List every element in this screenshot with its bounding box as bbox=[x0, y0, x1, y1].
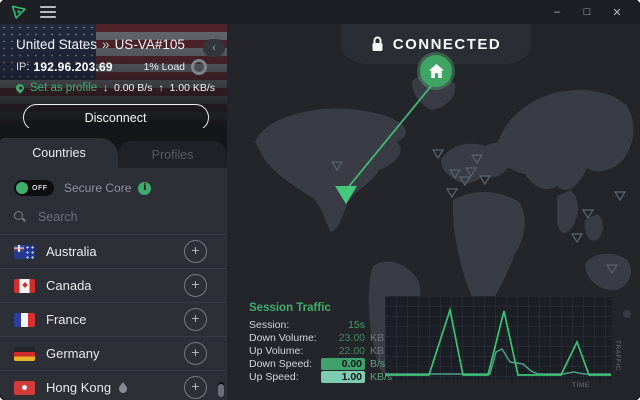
up-speed-line bbox=[385, 348, 611, 375]
sidebar: ‹ United States » US-VA#105 IP: 192.96.2… bbox=[0, 24, 227, 400]
server-load: 1% Load bbox=[143, 61, 185, 73]
down-speed-row: Down Speed: 0.00 B/s bbox=[249, 357, 386, 370]
country-row-germany[interactable]: Germany + bbox=[0, 336, 227, 370]
up-arrow-icon: ↑ bbox=[158, 82, 164, 94]
australia-flag-icon bbox=[14, 244, 35, 259]
server-location-marker bbox=[613, 191, 627, 202]
minimize-button[interactable]: – bbox=[553, 6, 561, 18]
toggle-state-label: OFF bbox=[32, 184, 48, 192]
expand-country-button[interactable]: + bbox=[184, 376, 207, 399]
country-row-australia[interactable]: Australia + bbox=[0, 234, 227, 268]
server-location-marker bbox=[570, 233, 584, 244]
server-location-marker bbox=[605, 264, 619, 275]
scrollbar-track[interactable] bbox=[218, 382, 224, 397]
expand-country-button[interactable]: + bbox=[184, 342, 207, 365]
protonvpn-logo bbox=[11, 5, 26, 19]
home-location-button[interactable] bbox=[420, 55, 452, 87]
status-text: CONNECTED bbox=[392, 35, 502, 53]
france-flag-icon bbox=[14, 312, 35, 327]
server-location-marker bbox=[448, 169, 462, 180]
map-pin-icon bbox=[14, 82, 26, 94]
connected-location-marker bbox=[335, 186, 357, 204]
scrollbar-thumb[interactable] bbox=[218, 384, 224, 397]
info-icon[interactable]: i bbox=[138, 181, 152, 195]
expand-country-button[interactable]: + bbox=[184, 274, 207, 297]
connected-server-title: United States » US-VA#105 bbox=[16, 37, 215, 52]
down-arrow-icon: ↓ bbox=[102, 82, 108, 94]
up-speed-badge: 1.00 bbox=[321, 370, 365, 383]
toggle-knob bbox=[16, 182, 28, 194]
window-controls: – □ ✕ bbox=[542, 1, 632, 23]
search-icon bbox=[14, 210, 27, 224]
up-speed-row: Up Speed: 1.00 KB/s bbox=[249, 370, 393, 383]
server-location-marker bbox=[478, 175, 492, 186]
server-location-marker bbox=[470, 154, 484, 165]
traffic-graph bbox=[385, 296, 612, 380]
lock-icon bbox=[372, 36, 383, 51]
ip-label: IP: bbox=[16, 61, 30, 73]
session-duration: 15s bbox=[348, 318, 365, 331]
server-name: US-VA#105 bbox=[114, 37, 185, 52]
secure-core-label: Secure Core bbox=[64, 181, 132, 195]
down-speed-line bbox=[385, 306, 611, 376]
map-pane: CONNECTED Session Traffic Session: 15s D… bbox=[227, 24, 640, 400]
tab-profiles[interactable]: Profiles bbox=[118, 141, 227, 168]
country-row-hong-kong[interactable]: Hong Kong + bbox=[0, 370, 227, 400]
session-traffic-panel: Session Traffic Session: 15s Down Volume… bbox=[249, 302, 399, 383]
connection-header: ‹ United States » US-VA#105 IP: 192.96.2… bbox=[0, 24, 227, 128]
down-volume-value: 23.00 bbox=[338, 331, 365, 344]
disconnect-button[interactable]: Disconnect bbox=[22, 104, 209, 128]
country-list: Australia + Canada + France + Germany + bbox=[0, 234, 227, 400]
up-volume-value: 22.00 bbox=[338, 344, 365, 357]
set-as-profile-link[interactable]: Set as profile bbox=[30, 82, 98, 94]
load-ring-icon bbox=[191, 59, 207, 75]
world-map bbox=[255, 75, 634, 375]
hong-kong-flag-icon bbox=[14, 380, 35, 395]
up-volume-row: Up Volume: 22.00 KB bbox=[249, 344, 385, 357]
speed-indicators: ↓ 0.00 B/s ↑ 1.00 KB/s bbox=[103, 82, 215, 94]
server-location-marker bbox=[464, 167, 478, 178]
maximize-button[interactable]: □ bbox=[583, 6, 591, 18]
down-volume-row: Down Volume: 23.00 KB bbox=[249, 331, 385, 344]
tab-countries[interactable]: Countries bbox=[0, 138, 118, 168]
server-location-marker bbox=[445, 188, 459, 199]
graph-traffic-axis-label: TRAFFIC bbox=[614, 340, 621, 371]
server-location-marker bbox=[581, 209, 595, 220]
ip-address: 192.96.203.69 bbox=[33, 60, 113, 74]
countries-panel: OFF Secure Core i Australia + Canada + bbox=[0, 168, 227, 400]
collapse-sidebar-button[interactable]: ‹ bbox=[203, 39, 225, 57]
session-row: Session: 15s bbox=[249, 318, 365, 331]
connection-line bbox=[345, 79, 437, 191]
country-row-france[interactable]: France + bbox=[0, 302, 227, 336]
down-speed-badge: 0.00 bbox=[321, 357, 365, 370]
tabbar: Countries Profiles bbox=[0, 138, 227, 168]
hamburger-menu-icon[interactable] bbox=[40, 6, 56, 18]
server-location-marker bbox=[458, 176, 472, 187]
home-icon bbox=[428, 64, 444, 78]
upload-speed: 1.00 KB/s bbox=[169, 82, 215, 94]
graph-time-axis-label: TIME bbox=[572, 382, 590, 389]
titlebar: – □ ✕ bbox=[0, 0, 640, 24]
germany-flag-icon bbox=[14, 346, 35, 361]
country-row-canada[interactable]: Canada + bbox=[0, 268, 227, 302]
server-location-marker bbox=[330, 161, 344, 172]
server-location-marker bbox=[431, 149, 445, 160]
canada-flag-icon bbox=[14, 278, 35, 293]
tor-flame-icon bbox=[119, 381, 128, 393]
expand-country-button[interactable]: + bbox=[184, 308, 207, 331]
download-speed: 0.00 B/s bbox=[113, 82, 153, 94]
country-name: United States bbox=[16, 37, 98, 52]
close-button[interactable]: ✕ bbox=[612, 6, 622, 19]
expand-country-button[interactable]: + bbox=[184, 240, 207, 263]
session-traffic-title: Session Traffic bbox=[249, 302, 331, 314]
search-input[interactable] bbox=[36, 209, 213, 225]
secure-core-toggle[interactable]: OFF bbox=[14, 180, 54, 196]
separator: » bbox=[102, 37, 110, 52]
